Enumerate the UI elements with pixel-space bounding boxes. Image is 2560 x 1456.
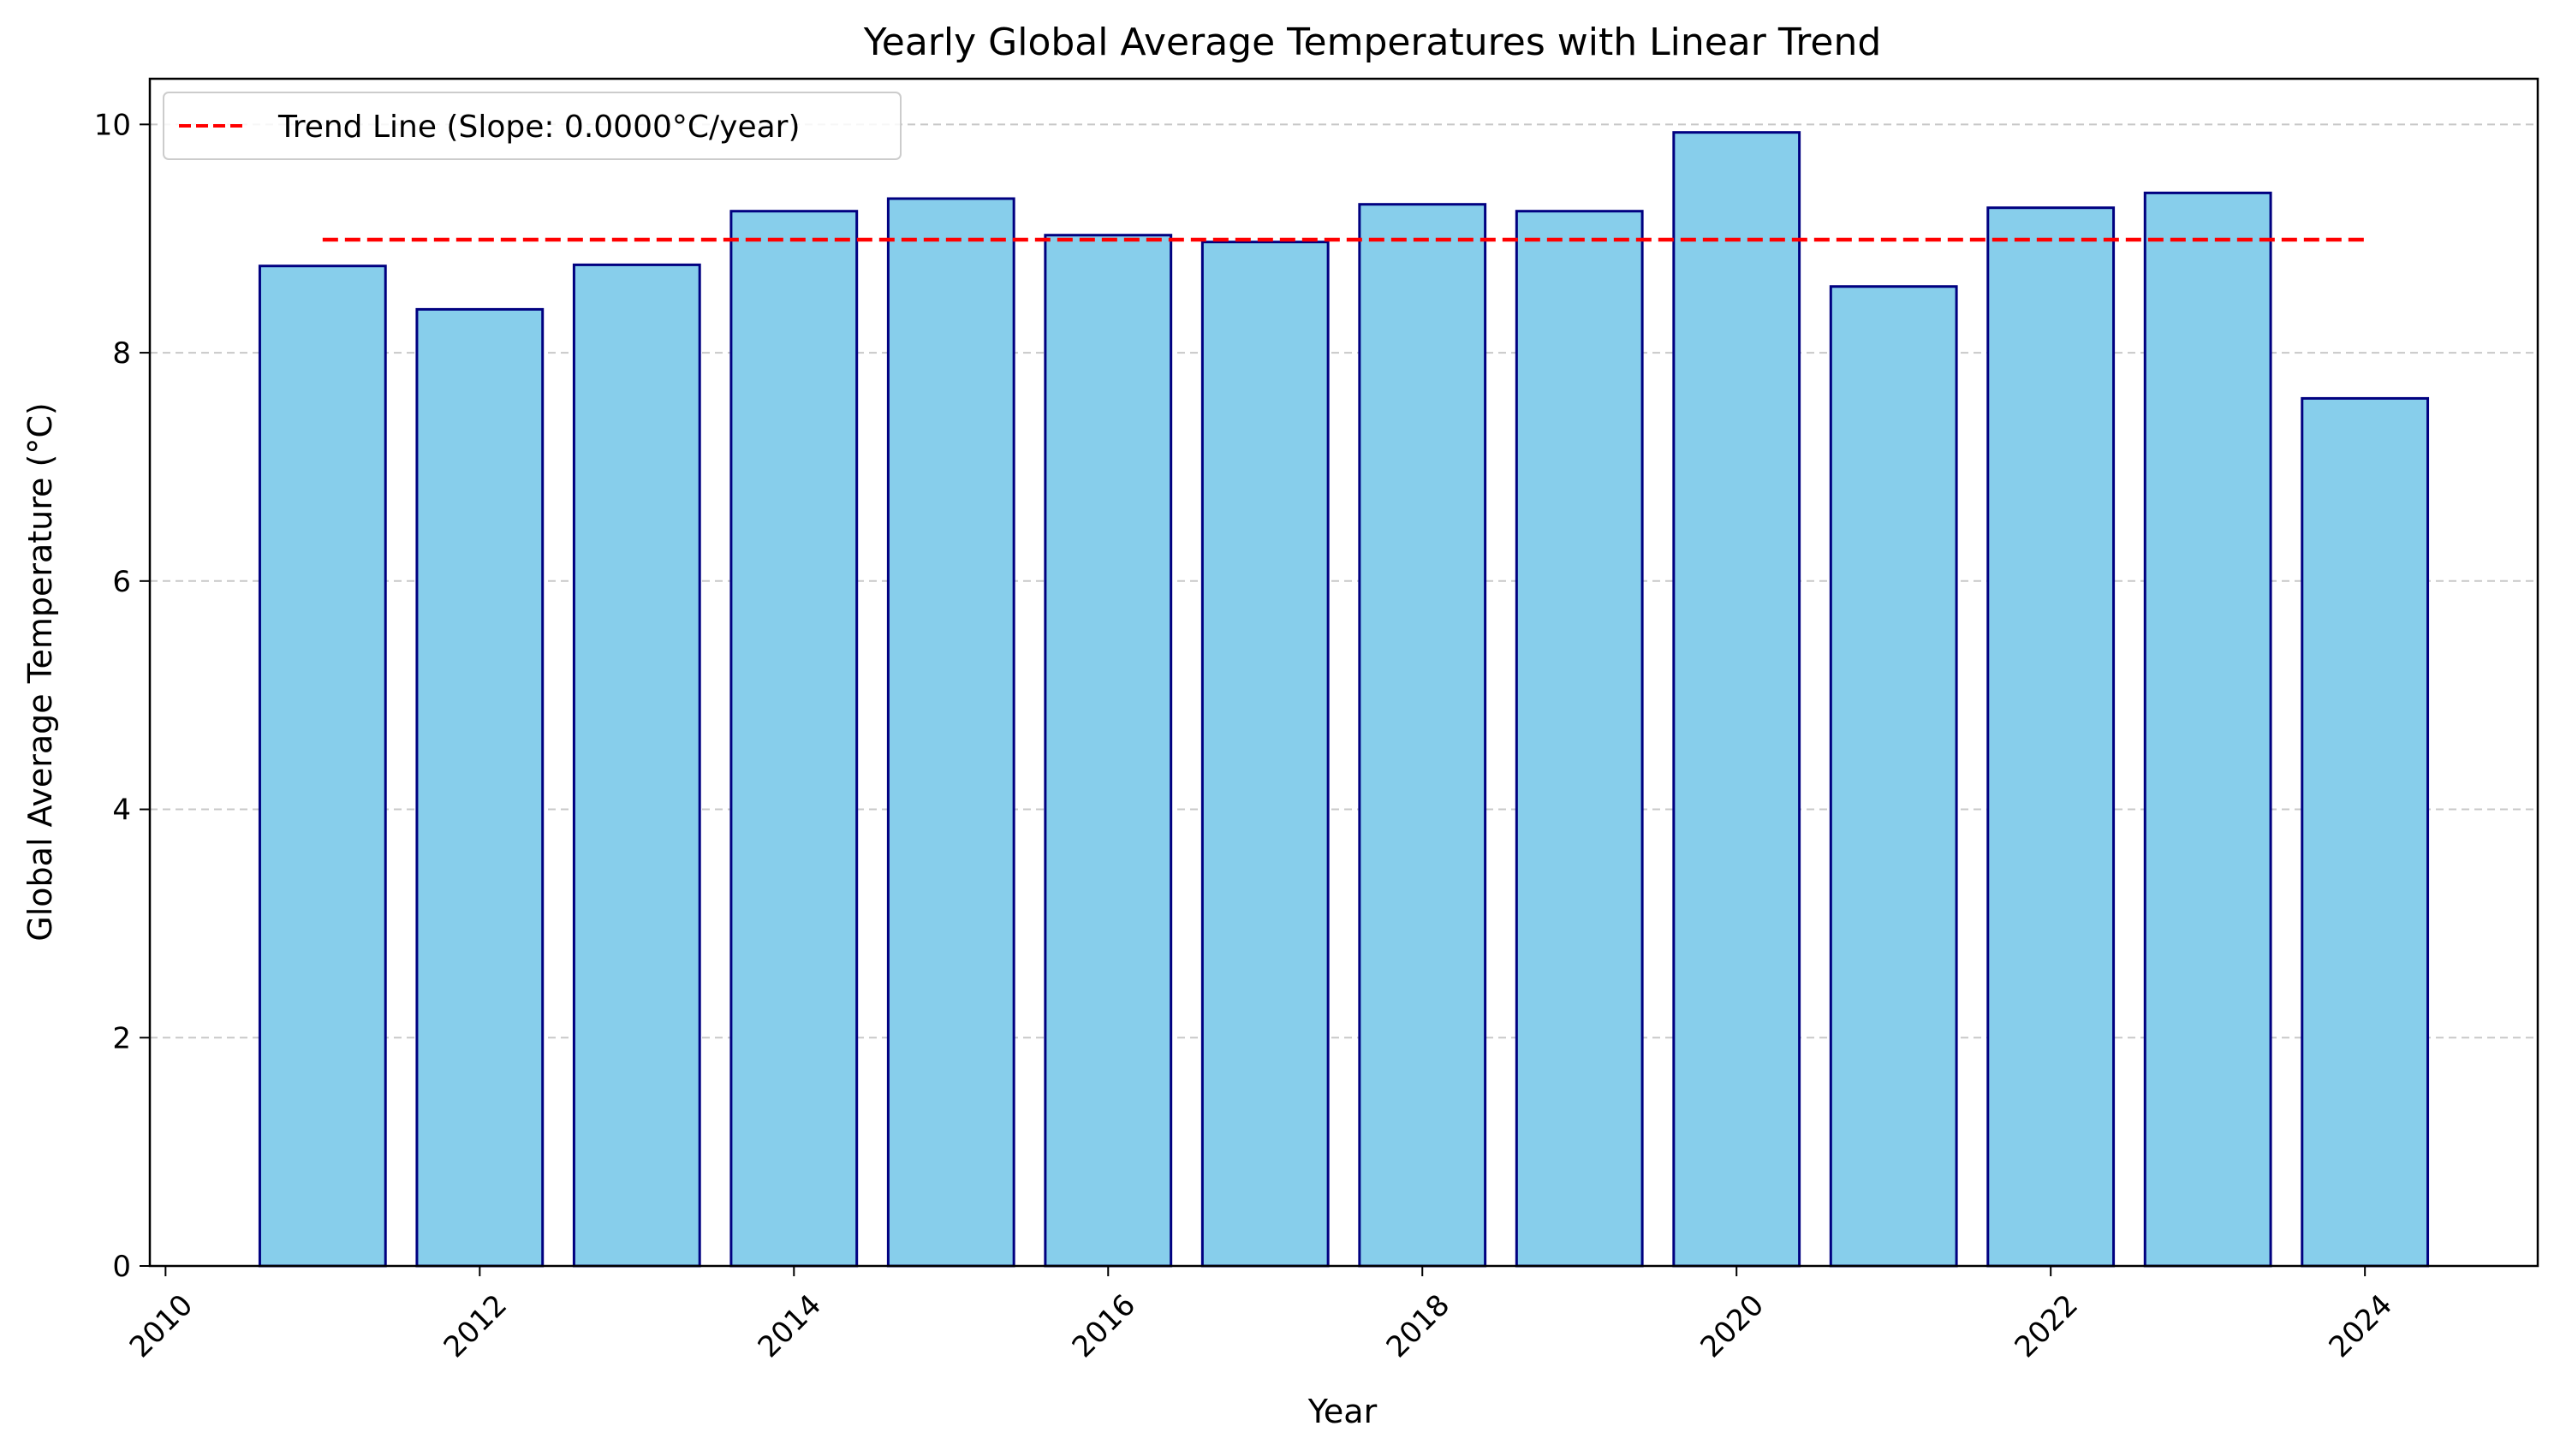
y-tick-label: 8 bbox=[112, 336, 131, 371]
legend: Trend Line (Slope: 0.0000°C/year) bbox=[163, 92, 902, 160]
y-axis-ticks: 0 2 4 6 8 10 bbox=[94, 108, 150, 1284]
plot-frame bbox=[148, 77, 2539, 1268]
bar bbox=[572, 263, 701, 1268]
y-tick-label: 2 bbox=[112, 1021, 131, 1055]
bars bbox=[258, 131, 2430, 1268]
bar bbox=[1986, 206, 2116, 1268]
bar bbox=[415, 307, 545, 1268]
bar bbox=[1200, 241, 1330, 1268]
bar bbox=[1044, 234, 1173, 1268]
bar bbox=[1672, 131, 1801, 1268]
bar bbox=[258, 264, 387, 1268]
bar bbox=[1358, 203, 1487, 1268]
y-axis-label: Global Average Temperature (°C) bbox=[21, 402, 59, 941]
y-tick-label: 0 bbox=[112, 1250, 131, 1284]
legend-trend-label: Trend Line (Slope: 0.0000°C/year) bbox=[277, 110, 801, 145]
y-tick-label: 10 bbox=[94, 108, 131, 142]
x-axis-label: Year bbox=[1307, 1393, 1378, 1430]
bar bbox=[2301, 396, 2430, 1268]
y-tick-label: 6 bbox=[112, 565, 131, 599]
bar bbox=[1515, 210, 1644, 1268]
bar bbox=[2143, 191, 2272, 1268]
legend-box bbox=[163, 92, 902, 160]
y-tick-label: 4 bbox=[112, 793, 131, 828]
bar bbox=[886, 197, 1015, 1268]
bar bbox=[729, 210, 859, 1268]
bar bbox=[1829, 285, 1958, 1268]
chart-title: Yearly Global Average Temperatures with … bbox=[863, 21, 1882, 64]
